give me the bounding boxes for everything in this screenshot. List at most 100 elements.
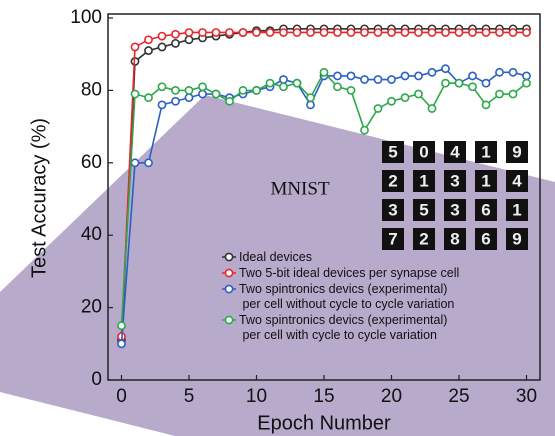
digit-image <box>475 228 497 250</box>
legend-dot <box>224 252 234 262</box>
legend-label: Ideal devices <box>239 250 312 264</box>
legend-label: Two spintronics devics (experimental) pe… <box>239 313 448 342</box>
data-point <box>346 86 356 95</box>
data-point <box>238 28 248 37</box>
legend-dot <box>224 315 234 325</box>
digit-image <box>506 170 528 192</box>
legend-entry: Ideal devices <box>222 250 459 265</box>
x-tick-label: 30 <box>516 386 537 407</box>
data-point <box>171 38 180 48</box>
data-point <box>144 158 153 168</box>
data-point <box>360 28 369 37</box>
data-point <box>211 28 221 37</box>
data-point <box>454 28 464 37</box>
digit-image <box>413 228 435 250</box>
data-point <box>333 28 342 37</box>
data-point <box>441 28 450 37</box>
digit-image <box>382 199 404 221</box>
y-tick-label: 40 <box>81 224 102 245</box>
data-point <box>157 82 167 92</box>
digit-label: 0 <box>419 142 428 161</box>
data-point <box>495 67 504 77</box>
data-point <box>130 42 140 52</box>
digit-label: 3 <box>450 200 459 219</box>
data-point <box>427 28 437 37</box>
digit-image <box>506 199 528 221</box>
data-point <box>157 31 167 41</box>
legend-marker <box>222 252 236 262</box>
data-point <box>171 96 180 106</box>
data-point <box>441 78 450 88</box>
data-point <box>319 28 329 37</box>
data-point <box>265 28 275 37</box>
data-point <box>130 89 140 99</box>
legend-entry: Two spintronics devics (experimental) pe… <box>222 313 459 343</box>
digit-image <box>475 141 497 163</box>
digit-image <box>444 199 466 221</box>
x-tick-label: 10 <box>246 386 267 407</box>
data-point <box>414 71 423 81</box>
digit-image <box>444 170 466 192</box>
data-point <box>198 28 207 37</box>
data-point <box>468 82 477 92</box>
digit-label: 3 <box>388 200 397 219</box>
data-point <box>157 42 167 52</box>
legend-label: Two spintronics devics (experimental) pe… <box>239 282 455 311</box>
legend-label: Two 5-bit ideal devices per synapse cell <box>239 266 460 280</box>
data-point <box>265 78 275 88</box>
legend: Ideal devices Two 5-bit ideal devices per… <box>222 250 459 344</box>
data-point <box>522 71 531 81</box>
data-point <box>252 86 261 95</box>
data-point <box>427 67 437 77</box>
legend-marker <box>222 315 236 325</box>
data-point <box>225 28 234 37</box>
data-point <box>400 28 410 37</box>
legend-entry: Two spintronics devics (experimental) pe… <box>222 282 459 312</box>
digit-label: 2 <box>419 229 428 248</box>
data-point <box>373 104 383 113</box>
data-point <box>468 28 477 37</box>
data-point <box>238 86 248 95</box>
data-point <box>468 71 477 81</box>
legend-dot <box>224 268 234 278</box>
digit-label: 6 <box>481 200 490 219</box>
data-point <box>184 35 194 45</box>
data-point <box>508 89 518 99</box>
data-point <box>373 28 383 37</box>
data-point <box>279 75 288 84</box>
legend-marker <box>222 268 236 278</box>
x-tick-label: 0 <box>116 386 127 407</box>
digit-label: 1 <box>512 200 521 219</box>
data-point <box>130 158 140 168</box>
data-point <box>454 78 464 88</box>
data-point <box>414 28 423 37</box>
digit-image <box>444 228 466 250</box>
x-tick-label: 20 <box>381 386 402 407</box>
digit-image <box>413 199 435 221</box>
data-point <box>360 75 369 84</box>
y-tick-label: 60 <box>81 152 102 173</box>
digit-image <box>382 141 404 163</box>
data-point <box>198 82 207 92</box>
data-point <box>508 67 518 77</box>
data-point <box>144 35 153 45</box>
y-tick-label: 0 <box>91 369 102 390</box>
data-point <box>346 28 356 37</box>
digit-image <box>413 141 435 163</box>
legend-dot <box>224 284 234 294</box>
digit-image <box>506 141 528 163</box>
data-point <box>481 28 491 37</box>
data-point <box>198 89 207 99</box>
digit-label: 5 <box>388 142 397 161</box>
data-point <box>117 339 126 349</box>
data-point <box>400 71 410 81</box>
data-point <box>481 100 491 110</box>
data-point <box>481 78 491 88</box>
data-point <box>157 100 167 110</box>
data-point <box>387 75 396 84</box>
data-point <box>171 29 180 39</box>
y-axis-label: Test Accuracy (%) <box>28 118 50 278</box>
data-point <box>184 86 194 95</box>
